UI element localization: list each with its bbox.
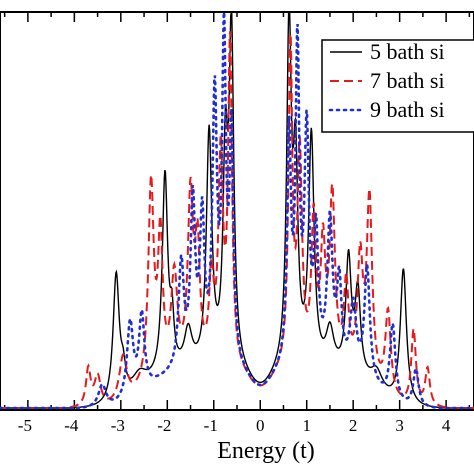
x-tick-label: -2 — [157, 416, 171, 435]
series-layer — [0, 11, 474, 410]
x-tick-label: -1 — [204, 416, 218, 435]
x-tick-labels: -5 -4 -3 -2 -1 0 1 2 3 4 — [18, 416, 451, 435]
legend: 5 bath si 7 bath si 9 bath si — [321, 39, 474, 133]
x-tick-label: 2 — [349, 416, 358, 435]
x-tick-label: -3 — [111, 416, 125, 435]
series-line — [0, 11, 474, 410]
x-tick-label: 4 — [442, 416, 451, 435]
x-tick-label: -4 — [64, 416, 79, 435]
x-tick-label: 3 — [395, 416, 404, 435]
x-tick-label: 0 — [256, 416, 265, 435]
top-ticks — [3, 12, 471, 22]
legend-label: 7 bath si — [370, 68, 445, 93]
x-tick-label: 1 — [302, 416, 311, 435]
legend-box — [321, 39, 474, 133]
bottom-ticks — [3, 400, 471, 410]
legend-label: 9 bath si — [370, 97, 445, 122]
x-axis-label: Energy (t) — [217, 438, 315, 464]
x-tick-label: -5 — [18, 416, 32, 435]
legend-label: 5 bath si — [370, 39, 445, 64]
